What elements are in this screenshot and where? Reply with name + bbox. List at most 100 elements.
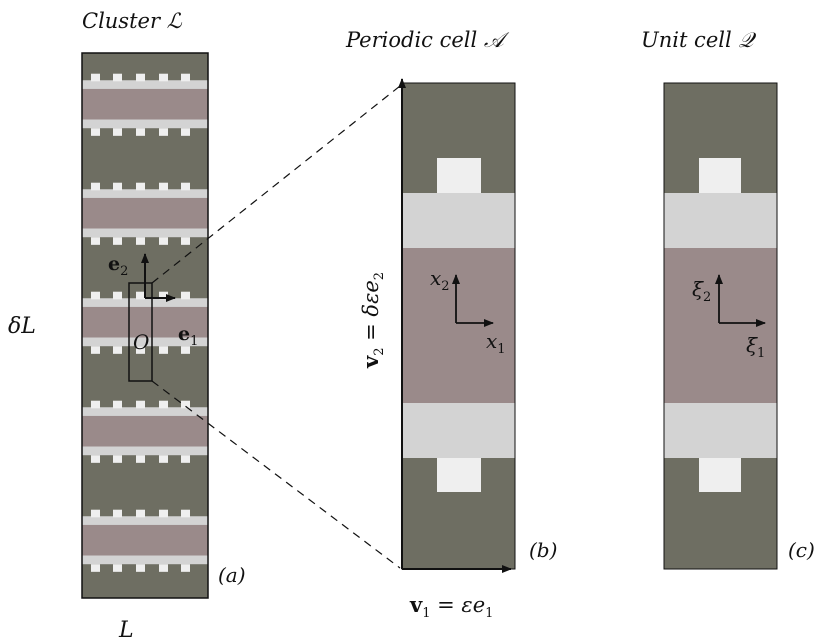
cluster-band-top — [82, 298, 208, 307]
cluster-inclusion — [91, 564, 100, 572]
origin-label: O — [133, 330, 149, 354]
cluster-band-bottom — [82, 337, 208, 347]
x2-label: x2 — [430, 266, 450, 294]
cluster-band-top — [82, 516, 208, 525]
cluster-inclusion — [181, 509, 190, 518]
xi2-label: ξ2 — [692, 277, 711, 305]
cluster-inclusion — [136, 291, 145, 300]
cluster-core — [82, 524, 208, 556]
cluster-title: Cluster ℒ — [82, 9, 183, 33]
cluster-inclusion — [91, 73, 100, 82]
cluster-outline — [81, 52, 209, 599]
unit-bottom-band — [664, 403, 777, 458]
periodic-cell-title: Periodic cell 𝒜 — [345, 28, 510, 52]
cluster-inclusion — [113, 182, 122, 191]
cluster-inclusion — [181, 455, 190, 463]
zoom-line-top — [151, 85, 401, 284]
cluster-core — [82, 88, 208, 120]
cluster-band-top — [82, 189, 208, 198]
cluster-band-bottom — [82, 119, 208, 129]
cluster-inclusion — [113, 400, 122, 409]
unit-top-inclusion — [699, 158, 741, 193]
cluster-inclusion — [136, 346, 145, 354]
cluster-inclusion — [136, 237, 145, 245]
periodic-top-band — [402, 193, 515, 248]
unit-cell-title: Unit cell 𝒬 — [641, 28, 756, 52]
cluster-inclusion — [159, 291, 168, 300]
cluster-inclusion — [159, 128, 168, 136]
panel-a-label: (a) — [218, 563, 246, 587]
cluster-core — [82, 306, 208, 338]
cluster-inclusion — [136, 455, 145, 463]
unit-core — [664, 248, 777, 403]
panel-c-label: (c) — [788, 538, 815, 562]
cluster-core — [82, 415, 208, 447]
cluster-inclusion — [91, 237, 100, 245]
cluster-inclusion — [159, 564, 168, 572]
cluster-inclusion — [159, 346, 168, 354]
cluster-inclusion — [181, 346, 190, 354]
xi1-label: ξ1 — [746, 333, 765, 361]
cluster-inclusion — [91, 509, 100, 518]
cluster-band-top — [82, 80, 208, 89]
cluster-inclusion — [113, 455, 122, 463]
e1-label: e1 — [178, 323, 198, 349]
cluster-inclusion — [91, 400, 100, 409]
periodic-core — [402, 248, 515, 403]
cluster-inclusion — [181, 128, 190, 136]
cluster-inclusion — [91, 128, 100, 136]
L-label: L — [118, 618, 134, 642]
cluster-inclusion — [136, 128, 145, 136]
cluster-core — [82, 197, 208, 229]
cluster-inclusion — [136, 400, 145, 409]
cluster-inclusion — [136, 509, 145, 518]
x1-label: x1 — [486, 329, 506, 357]
cluster-inclusion — [159, 455, 168, 463]
panel-b-label: (b) — [529, 538, 557, 562]
cluster-inclusion — [136, 73, 145, 82]
cluster-inclusion — [113, 346, 122, 354]
cluster-inclusion — [159, 182, 168, 191]
unit-cell — [663, 82, 778, 570]
cluster-inclusion — [113, 291, 122, 300]
cluster-inclusion — [136, 564, 145, 572]
delta-L-label: δL — [8, 314, 36, 339]
v2-label: v2 = δεe2 — [358, 272, 387, 369]
cluster-inclusion — [91, 291, 100, 300]
cluster-band-top — [82, 407, 208, 416]
selected-cell-outline — [128, 282, 153, 382]
cluster-band-bottom — [82, 228, 208, 238]
cluster-inclusion — [181, 182, 190, 191]
unit-top-band — [664, 193, 777, 248]
cluster-inclusion — [159, 400, 168, 409]
unit-outline — [663, 82, 778, 570]
cluster-inclusion — [113, 73, 122, 82]
periodic-bottom-inclusion — [437, 458, 481, 492]
periodic-cell — [401, 82, 516, 570]
cluster-inclusion — [91, 455, 100, 463]
zoom-line-bottom — [151, 380, 401, 569]
cluster-band-bottom — [82, 555, 208, 565]
cluster-inclusion — [113, 564, 122, 572]
cluster-inclusion — [159, 509, 168, 518]
cluster-inclusion — [181, 400, 190, 409]
cluster-inclusion — [91, 346, 100, 354]
unit-bottom-inclusion — [699, 458, 741, 492]
periodic-top-inclusion — [437, 158, 481, 193]
cluster-inclusion — [181, 237, 190, 245]
v1-label: v1 = εe1 — [409, 592, 493, 621]
cluster-inclusion — [113, 237, 122, 245]
cluster-inclusion — [181, 73, 190, 82]
e2-label: e2 — [108, 253, 128, 279]
cluster-strip — [81, 52, 209, 599]
cluster-inclusion — [136, 182, 145, 191]
cluster-inclusion — [91, 182, 100, 191]
cluster-inclusion — [159, 237, 168, 245]
cluster-inclusion — [113, 128, 122, 136]
cluster-band-bottom — [82, 446, 208, 456]
cluster-inclusion — [181, 291, 190, 300]
cluster-inclusion — [113, 509, 122, 518]
cluster-inclusion — [159, 73, 168, 82]
